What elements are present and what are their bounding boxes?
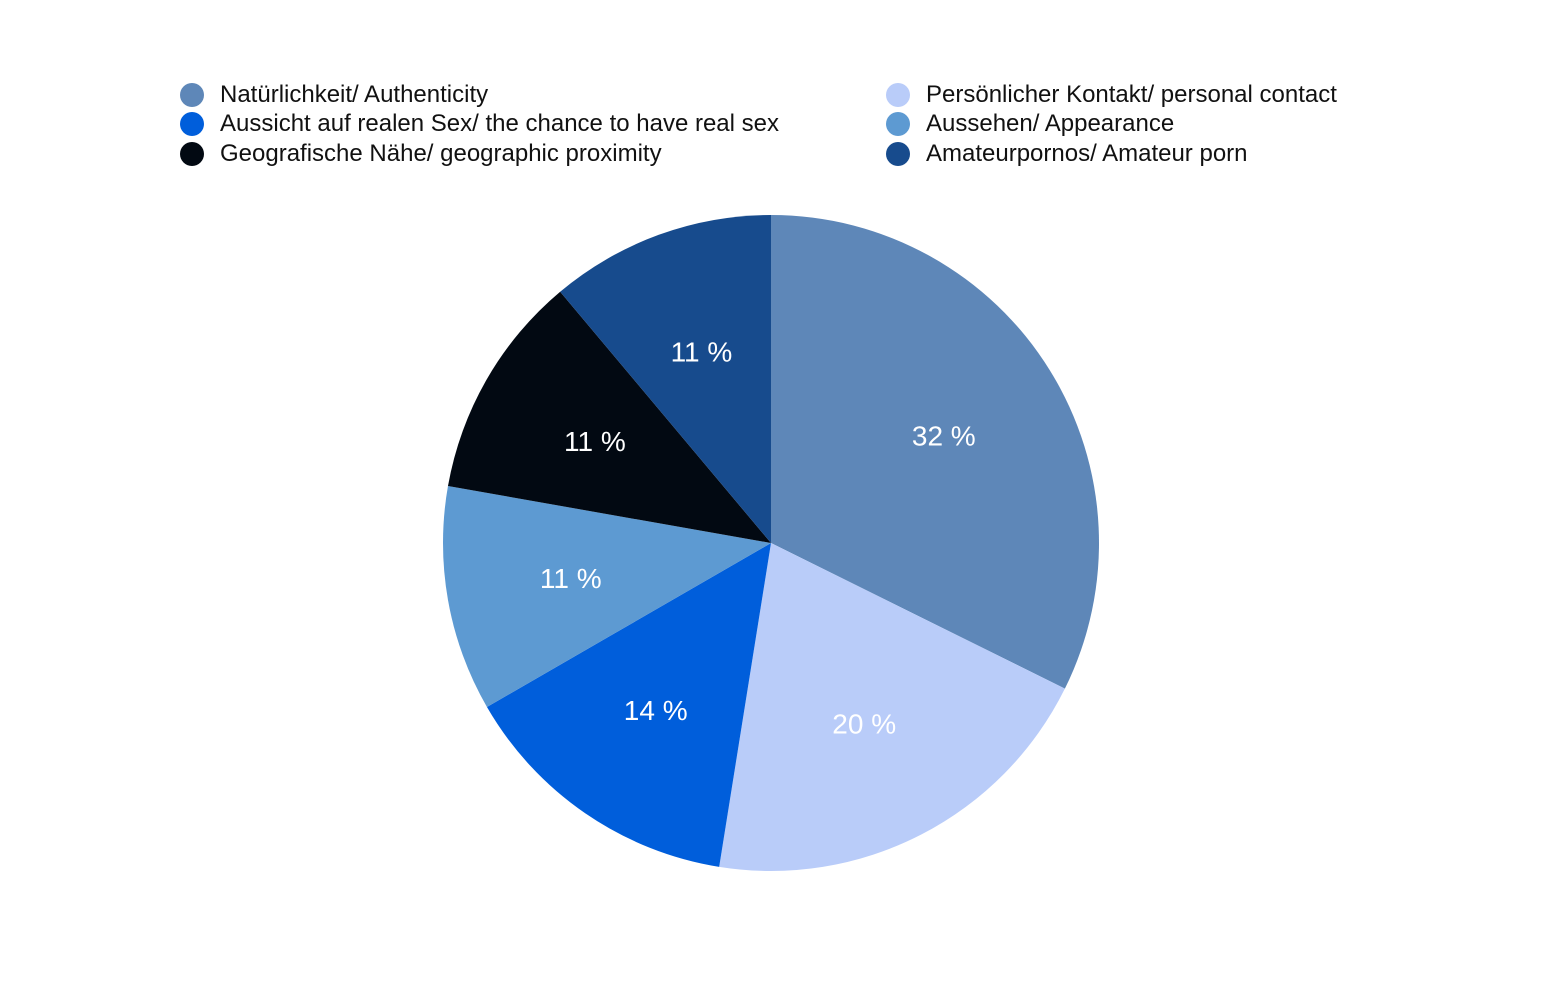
pie-slice-4: [447, 291, 771, 543]
pie-slice-0: [771, 215, 1100, 689]
pie-slice-3: [442, 486, 771, 707]
slice-value-label-5: 11 %: [671, 336, 733, 367]
slice-value-label-4: 11 %: [564, 426, 626, 457]
pie-slice-1: [719, 543, 1065, 871]
legend-column-left: Natürlichkeit/ Authenticity Aussicht auf…: [180, 80, 779, 169]
legend-column-right: Persönlicher Kontakt/ personal contact A…: [886, 80, 1337, 169]
legend-swatch: [180, 82, 204, 107]
legend-label: Aussehen/ Appearance: [926, 110, 1175, 138]
legend-label: Natürlichkeit/ Authenticity: [220, 80, 489, 108]
legend-label: Geografische Nähe/ geographic proximity: [220, 139, 662, 167]
pie-slice-2: [486, 543, 771, 867]
legend-item-amateur-porn: Amateurpornos/ Amateur porn: [886, 139, 1337, 169]
pie-slice-5: [560, 215, 771, 543]
legend-item-authenticity: Natürlichkeit/ Authenticity: [180, 80, 779, 110]
legend-label: Persönlicher Kontakt/ personal contact: [926, 80, 1337, 108]
legend-swatch: [886, 112, 910, 137]
legend-swatch: [180, 112, 204, 137]
legend-swatch: [886, 82, 910, 107]
legend-swatch: [886, 141, 910, 166]
legend-item-real-sex: Aussicht auf realen Sex/ the chance to h…: [180, 110, 779, 140]
legend-label: Amateurpornos/ Amateur porn: [926, 139, 1248, 167]
legend-item-personal-contact: Persönlicher Kontakt/ personal contact: [886, 80, 1337, 110]
slice-value-label-0: 32 %: [912, 420, 976, 451]
legend-item-appearance: Aussehen/ Appearance: [886, 110, 1337, 140]
slice-value-label-3: 11 %: [540, 563, 602, 594]
legend-label: Aussicht auf realen Sex/ the chance to h…: [220, 110, 779, 138]
legend-item-geographic-proximity: Geografische Nähe/ geographic proximity: [180, 139, 779, 169]
slice-value-label-1: 20 %: [832, 708, 896, 739]
legend-swatch: [180, 141, 204, 166]
slice-value-label-2: 14 %: [624, 695, 688, 726]
